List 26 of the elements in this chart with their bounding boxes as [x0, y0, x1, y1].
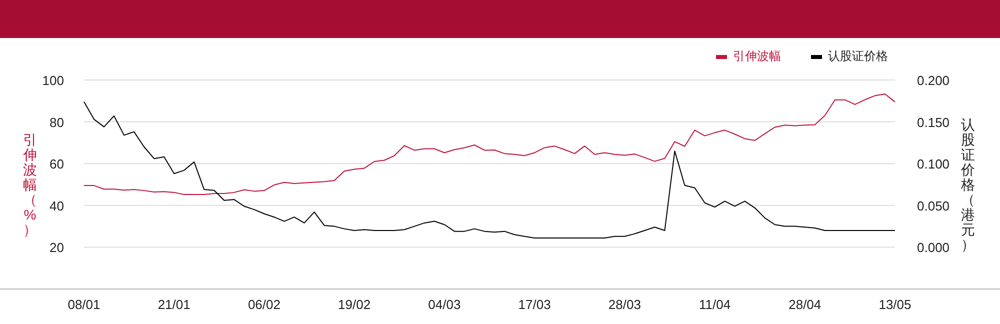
- x-tick-label: 28/04: [788, 297, 822, 312]
- x-tick-label: 06/02: [248, 297, 280, 312]
- legend-label: 认股证价格: [828, 49, 888, 63]
- y-tick-label: 80: [50, 114, 64, 130]
- y-tick-label: 20: [50, 240, 64, 256]
- y2-tick-label: 0.150: [917, 114, 950, 130]
- x-tick-label: 04/03: [428, 297, 461, 312]
- x-tick-label: 08/01: [68, 297, 100, 312]
- x-tick-label: 13/05: [878, 297, 912, 312]
- legend-label: 引伸波幅: [733, 49, 781, 63]
- y-tick-label: 40: [50, 198, 64, 214]
- y-axis-title: 引伸波幅（%）: [22, 132, 37, 238]
- y-tick-label: 60: [50, 156, 64, 172]
- y2-tick-label: 0.200: [917, 73, 950, 88]
- text: 认股证价格（港元）: [961, 116, 975, 252]
- x-tick-label: 28/03: [608, 297, 641, 312]
- y-tick-label: 100: [42, 73, 64, 88]
- x-tick-label: 11/04: [698, 297, 731, 312]
- line-series: [84, 101, 896, 238]
- x-tick-label: 21/01: [158, 297, 190, 312]
- y2-tick-label: 0.000: [917, 240, 950, 256]
- line-series: [84, 94, 896, 196]
- x-tick-label: 19/02: [338, 297, 371, 312]
- y2-tick-label: 0.050: [917, 198, 950, 214]
- x-tick-label: 17/03: [518, 297, 551, 312]
- y2-tick-label: 0.100: [917, 156, 950, 172]
